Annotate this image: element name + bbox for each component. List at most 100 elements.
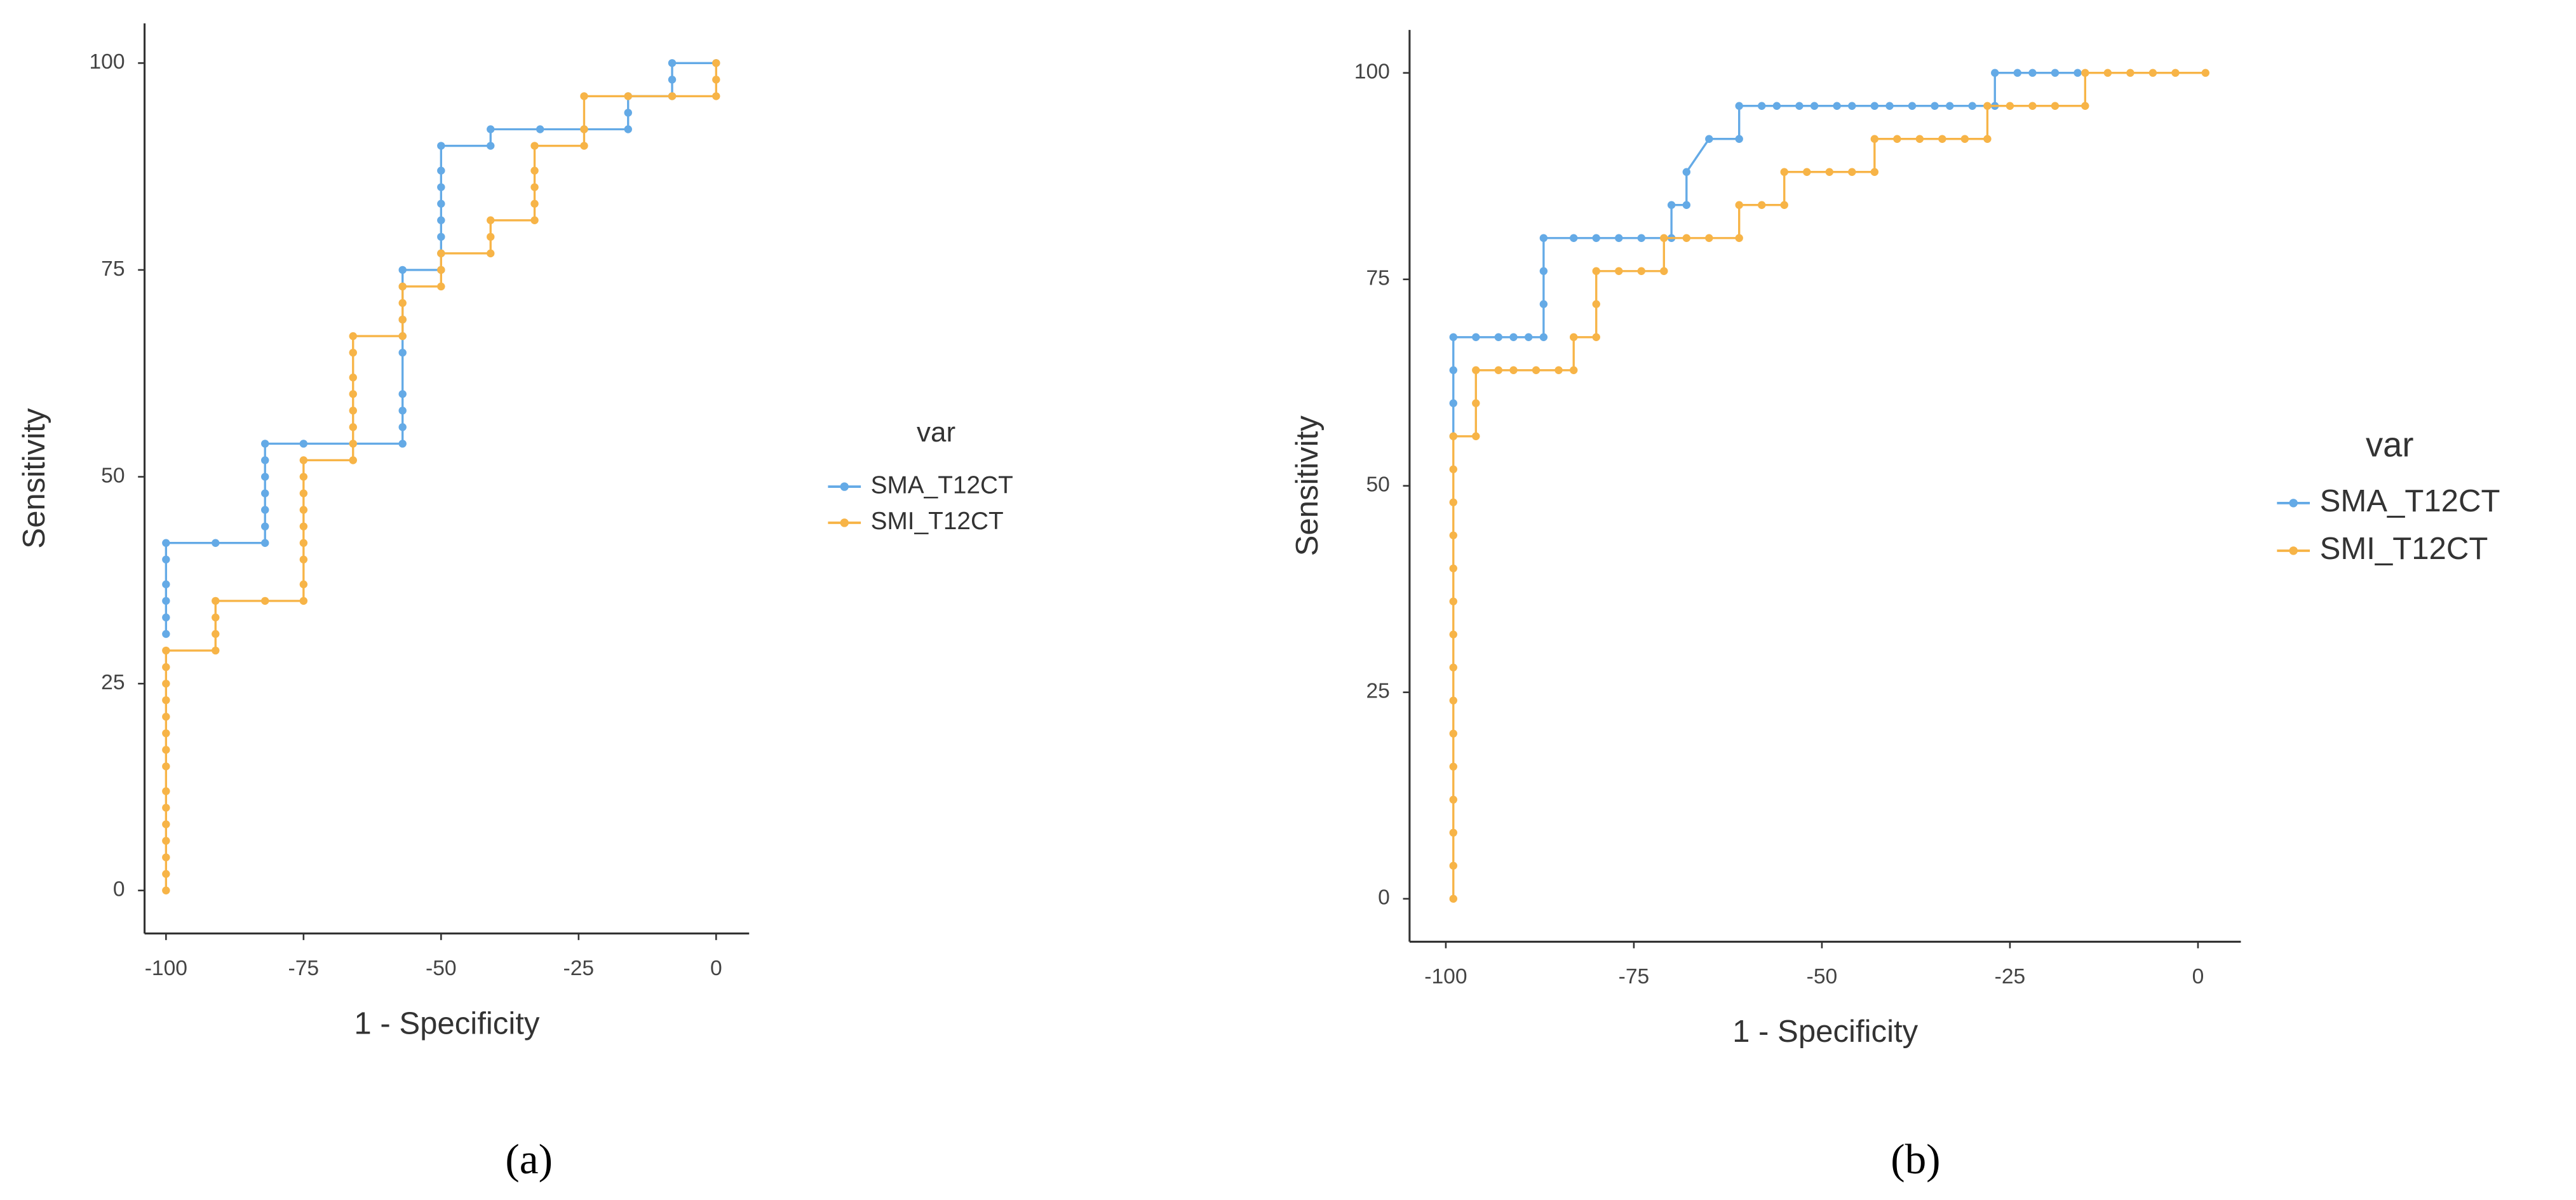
x-axis-label: 1 - Specificity (354, 1006, 540, 1041)
roc-line (1452, 72, 2206, 899)
roc-point (2201, 69, 2209, 77)
roc-point (1637, 267, 1645, 275)
roc-point (437, 199, 445, 208)
roc-point (487, 233, 495, 241)
roc-point (1772, 102, 1781, 110)
legend-label: SMA_T12CT (871, 471, 1013, 499)
roc-point (261, 440, 269, 448)
roc-point (162, 787, 170, 795)
roc-point (530, 142, 539, 150)
roc-point (261, 473, 269, 481)
roc-point (437, 183, 445, 191)
x-tick-label: -100 (145, 957, 187, 980)
roc-point (212, 597, 220, 605)
roc-point (437, 142, 445, 150)
y-tick-label: 25 (1366, 680, 1389, 703)
roc-point (1449, 894, 1457, 903)
roc-point (2028, 69, 2037, 77)
roc-point (299, 440, 308, 448)
roc-point (487, 125, 495, 133)
roc-point (162, 646, 170, 655)
roc-point (1908, 102, 1917, 110)
roc-point (261, 539, 269, 547)
roc-point (2028, 102, 2037, 110)
roc-point (1758, 102, 1766, 110)
roc-point (1494, 333, 1503, 341)
roc-point (1449, 630, 1457, 638)
y-tick-label: 100 (1354, 60, 1390, 84)
roc-point (261, 506, 269, 514)
roc-point (398, 407, 407, 415)
roc-point (162, 597, 170, 605)
roc-point (2013, 69, 2021, 77)
caption: (a) (505, 1135, 553, 1183)
roc-point (1780, 201, 1788, 209)
legend-label: SMI_T12CT (871, 508, 1004, 535)
roc-point (1637, 234, 1645, 242)
roc-point (1592, 300, 1600, 308)
roc-point (437, 249, 445, 258)
x-tick-label: -25 (563, 957, 595, 980)
y-axis-label: Sensitivity (1290, 415, 1325, 556)
roc-point (1449, 762, 1457, 771)
roc-point (261, 597, 269, 605)
roc-point (299, 506, 308, 514)
roc-point (398, 266, 407, 274)
roc-point (299, 580, 308, 589)
roc-point (1810, 102, 1819, 110)
roc-point (1449, 531, 1457, 539)
roc-point (712, 59, 720, 67)
roc-point (1449, 366, 1457, 374)
roc-point (1472, 333, 1480, 341)
roc-point (1991, 69, 1999, 77)
roc-point (437, 266, 445, 274)
y-tick-label: 75 (101, 257, 125, 281)
x-axis-label: 1 - Specificity (1732, 1015, 1919, 1049)
roc-point (299, 539, 308, 547)
roc-point (1449, 498, 1457, 506)
roc-point (162, 820, 170, 828)
roc-point (668, 59, 677, 67)
x-tick-label: 0 (2192, 965, 2204, 988)
roc-point (1472, 399, 1480, 407)
roc-point (580, 142, 588, 150)
roc-point (162, 555, 170, 563)
roc-point (349, 332, 357, 340)
y-tick-label: 50 (101, 464, 125, 487)
roc-point (530, 216, 539, 224)
roc-point (2081, 102, 2089, 110)
roc-point (1682, 168, 1691, 176)
roc-point (1870, 168, 1879, 176)
roc-point (1758, 201, 1766, 209)
x-tick-label: -25 (1995, 965, 2026, 988)
roc-point (349, 390, 357, 398)
roc-point (1569, 366, 1578, 374)
roc-point (437, 233, 445, 241)
x-tick-label: -50 (1807, 965, 1838, 988)
roc-point (299, 473, 308, 481)
roc-point (162, 886, 170, 894)
roc-point (1449, 465, 1457, 473)
roc-point (668, 76, 677, 84)
roc-point (1795, 102, 1804, 110)
roc-point (1615, 267, 1623, 275)
roc-point (1449, 432, 1457, 440)
roc-point (1539, 234, 1548, 242)
roc-point (1449, 795, 1457, 804)
roc-point (299, 555, 308, 563)
roc-point (2148, 69, 2157, 77)
roc-point (1667, 201, 1676, 209)
roc-point (487, 142, 495, 150)
roc-point (349, 423, 357, 431)
legend-title: var (917, 417, 955, 448)
roc-point (162, 762, 170, 771)
y-tick-label: 25 (101, 671, 125, 694)
chart: 0 25 50 75 100 -100 -75 -50 -25 0 1 - Specificity S… (17, 23, 1013, 1183)
roc-point (398, 423, 407, 431)
roc-point (261, 456, 269, 464)
roc-point (624, 92, 632, 100)
roc-point (1735, 102, 1743, 110)
roc-point (398, 299, 407, 307)
roc-point (487, 249, 495, 258)
roc-point (1848, 102, 1856, 110)
